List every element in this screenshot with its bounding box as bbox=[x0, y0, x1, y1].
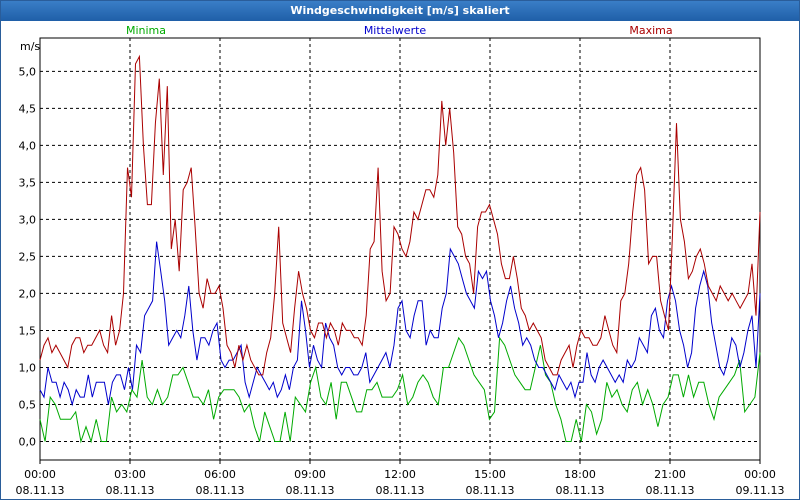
y-tick-label: 3,0 bbox=[19, 213, 37, 226]
grid bbox=[40, 38, 760, 460]
y-tick-label: 4,5 bbox=[19, 102, 37, 115]
y-tick-label: 0,5 bbox=[19, 398, 37, 411]
x-tick-time: 21:00 bbox=[654, 468, 686, 481]
series-lines bbox=[39, 54, 761, 444]
series-line-mittelwerte bbox=[39, 241, 761, 407]
x-tick-time: 09:00 bbox=[294, 468, 326, 481]
x-tick-date: 08.11.13 bbox=[646, 484, 695, 497]
y-tick-label: 1,0 bbox=[19, 361, 37, 374]
x-tick-date: 08.11.13 bbox=[106, 484, 155, 497]
x-tick-time: 06:00 bbox=[204, 468, 236, 481]
legend-minima: Minima bbox=[126, 24, 166, 37]
x-tick-time: 18:00 bbox=[564, 468, 596, 481]
y-tick-label: 2,5 bbox=[19, 250, 37, 263]
series-line-minima bbox=[39, 336, 761, 444]
y-tick-label: 3,5 bbox=[19, 176, 37, 189]
y-tick-label: 4,0 bbox=[19, 139, 37, 152]
x-tick-date: 08.11.13 bbox=[16, 484, 65, 497]
legend: Minima Mittelwerte Maxima bbox=[126, 24, 673, 37]
x-tick-time: 00:00 bbox=[24, 468, 56, 481]
x-tick-date: 08.11.13 bbox=[286, 484, 335, 497]
x-tick-time: 00:00 bbox=[744, 468, 776, 481]
axis-ticks: 0,0 0,5 1,0 1,5 2,0 2,5 3,0 3,5 4,0 4,5 5,0 00:00 08… bbox=[16, 65, 785, 497]
x-tick-time: 15:00 bbox=[474, 468, 506, 481]
x-tick-time: 12:00 bbox=[384, 468, 416, 481]
window-title: Windgeschwindigkeit [m/s] skaliert bbox=[1, 1, 799, 21]
y-tick-label: 5,0 bbox=[19, 65, 37, 78]
y-tick-label: 0,0 bbox=[19, 435, 37, 448]
y-axis-label: m/s bbox=[20, 40, 40, 53]
x-tick-date: 09.11.13 bbox=[736, 484, 785, 497]
x-tick-time: 03:00 bbox=[114, 468, 146, 481]
y-tick-label: 2,0 bbox=[19, 287, 37, 300]
x-tick-date: 08.11.13 bbox=[376, 484, 425, 497]
y-tick-label: 1,5 bbox=[19, 324, 37, 337]
legend-mittelwerte: Mittelwerte bbox=[364, 24, 427, 37]
series-line-maxima bbox=[39, 54, 761, 376]
x-tick-date: 08.11.13 bbox=[556, 484, 605, 497]
x-tick-date: 08.11.13 bbox=[466, 484, 515, 497]
x-tick-date: 08.11.13 bbox=[196, 484, 245, 497]
legend-maxima: Maxima bbox=[629, 24, 672, 37]
